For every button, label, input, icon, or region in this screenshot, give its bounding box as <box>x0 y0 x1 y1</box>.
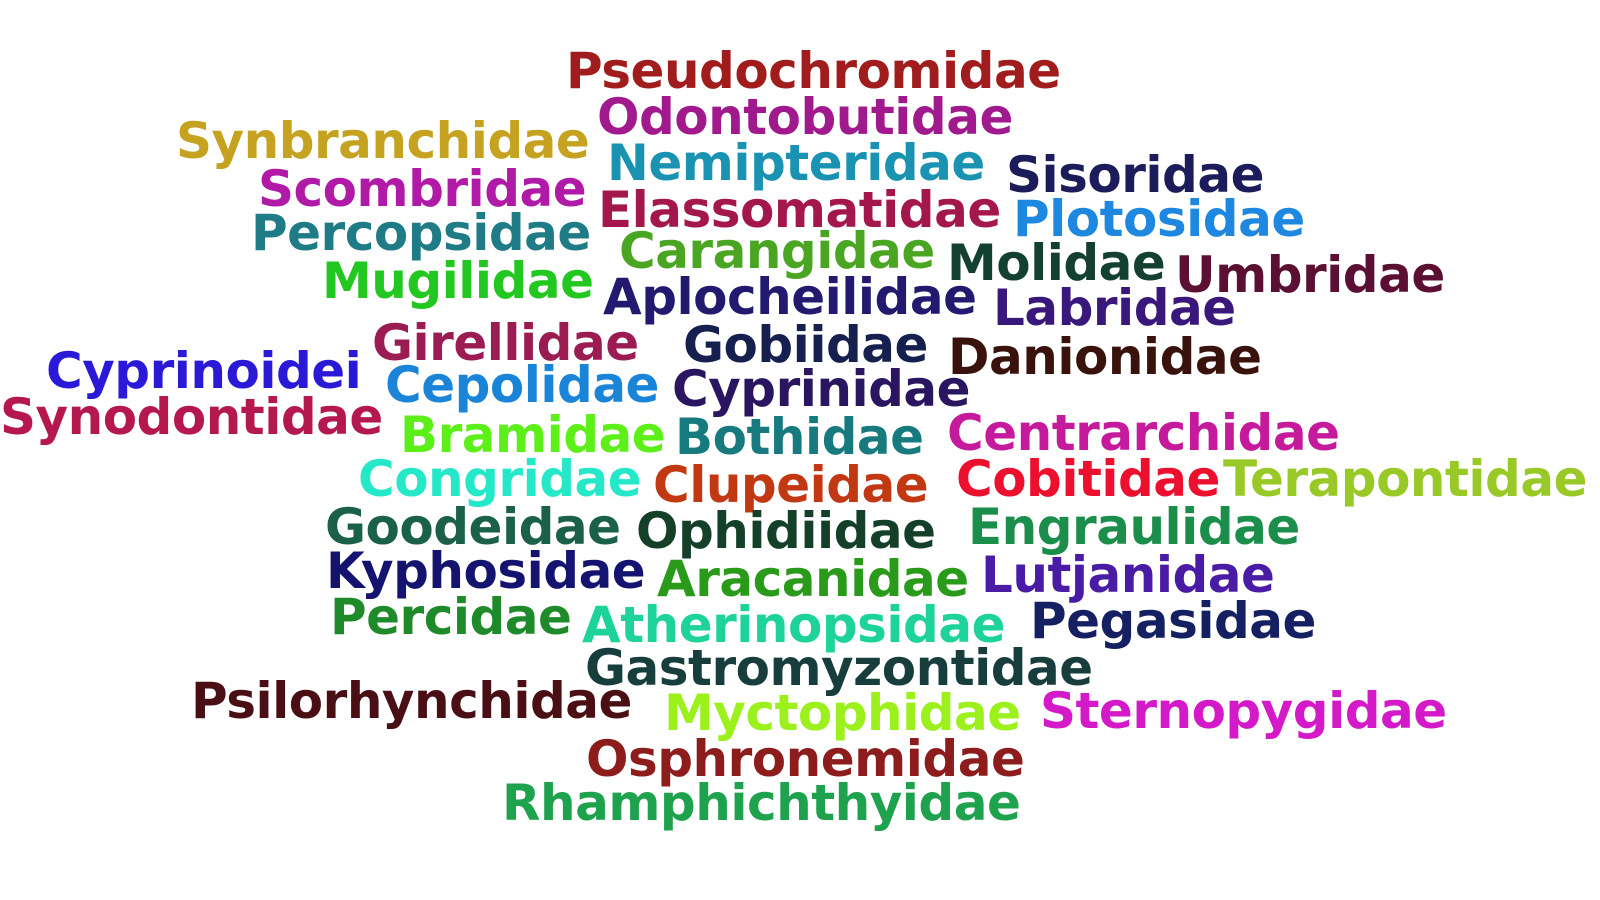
word-bramidae: Bramidae <box>400 406 666 464</box>
word-scombridae: Scombridae <box>258 160 587 218</box>
word-myctophidae: Myctophidae <box>664 684 1021 742</box>
word-gastromyzontidae: Gastromyzontidae <box>585 639 1093 697</box>
word-nemipteridae: Nemipteridae <box>607 134 985 192</box>
word-psilorhynchidae: Psilorhynchidae <box>191 672 632 730</box>
word-umbridae: Umbridae <box>1175 246 1445 304</box>
word-sternopygidae: Sternopygidae <box>1040 682 1447 740</box>
word-girellidae: Girellidae <box>372 314 639 372</box>
word-plotosidae: Plotosidae <box>1013 190 1305 248</box>
word-elassomatidae: Elassomatidae <box>598 181 1001 239</box>
word-engraulidae: Engraulidae <box>968 498 1300 556</box>
word-carangidae: Carangidae <box>619 222 935 280</box>
word-molidae: Molidae <box>947 234 1166 292</box>
word-aracanidae: Aracanidae <box>657 550 969 608</box>
word-centrarchidae: Centrarchidae <box>947 404 1340 462</box>
word-synodontidae: Synodontidae <box>0 388 383 446</box>
word-rhamphichthyidae: Rhamphichthyidae <box>502 774 1021 832</box>
word-synbranchidae: Synbranchidae <box>176 112 590 170</box>
word-odontobutidae: Odontobutidae <box>597 88 1013 146</box>
word-pegasidae: Pegasidae <box>1030 592 1316 650</box>
word-sisoridae: Sisoridae <box>1006 146 1265 204</box>
word-pseudochromidae: Pseudochromidae <box>566 42 1061 100</box>
word-ophidiidae: Ophidiidae <box>636 502 936 560</box>
word-bothidae: Bothidae <box>675 408 924 466</box>
word-danionidae: Danionidae <box>948 328 1262 386</box>
word-cyprinidae: Cyprinidae <box>672 360 971 418</box>
word-kyphosidae: Kyphosidae <box>326 542 646 600</box>
word-aplocheilidae: Aplocheilidae <box>603 268 977 326</box>
word-percidae: Percidae <box>330 588 572 646</box>
word-atherinopsidae: Atherinopsidae <box>582 596 1005 654</box>
word-cepolidae: Cepolidae <box>385 356 659 414</box>
word-percopsidae: Percopsidae <box>251 204 591 262</box>
word-osphronemidae: Osphronemidae <box>586 730 1025 788</box>
word-terapontidae: Terapontidae <box>1223 450 1588 508</box>
word-congridae: Congridae <box>358 450 642 508</box>
word-clupeidae: Clupeidae <box>653 456 929 514</box>
word-lutjanidae: Lutjanidae <box>981 546 1275 604</box>
word-mugilidae: Mugilidae <box>322 252 594 310</box>
word-cobitidae: Cobitidae <box>956 450 1220 508</box>
word-labridae: Labridae <box>993 279 1236 337</box>
word-gobiidae: Gobiidae <box>683 316 928 374</box>
word-cyprinoidei: Cyprinoidei <box>46 342 362 400</box>
word-goodeidae: Goodeidae <box>325 498 621 556</box>
